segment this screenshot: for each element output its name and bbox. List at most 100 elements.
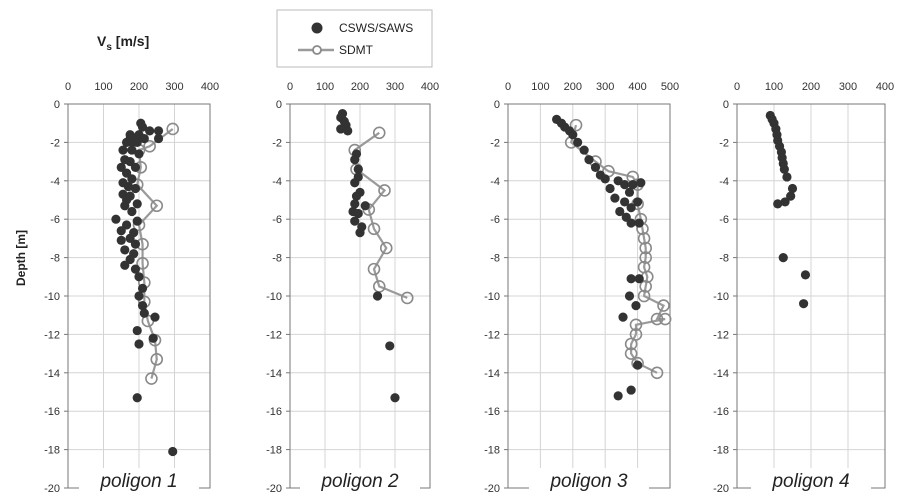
csws-point xyxy=(153,126,164,136)
sdmt-point xyxy=(378,184,391,197)
y-tick-label: -12 xyxy=(44,329,60,341)
sdmt-point xyxy=(639,280,653,293)
csws-point xyxy=(787,183,798,194)
csws-point xyxy=(116,226,126,236)
panel-title: poligon 2 xyxy=(320,471,399,492)
x-tick-label: 400 xyxy=(876,81,894,93)
panel-4: 0 100 200 300 400 0 -2 -4 -6 -8 -10 -12 -14 -16 -18 -20… xyxy=(713,81,894,492)
y-tick-label: -12 xyxy=(484,329,500,341)
y-tick-label: -20 xyxy=(484,483,500,492)
csws-point xyxy=(605,183,615,194)
x-tick-label: 500 xyxy=(661,81,679,93)
panel-title-box xyxy=(79,468,199,492)
csws-point xyxy=(168,446,178,457)
csws-point xyxy=(353,164,363,174)
csws-point xyxy=(615,206,625,217)
sdmt-point xyxy=(150,199,164,213)
sdmt-point xyxy=(624,337,638,351)
sdmt-point xyxy=(624,347,638,360)
x-tick-label: 300 xyxy=(165,81,183,93)
vs-axis-title: Vs [m/s] xyxy=(97,33,149,53)
csws-point xyxy=(626,385,636,395)
csws-point xyxy=(584,155,594,165)
y-tick-label: -6 xyxy=(272,214,282,226)
y-tick-label: -10 xyxy=(713,291,729,303)
csws-point xyxy=(360,201,370,211)
csws-point xyxy=(573,137,583,147)
csws-point xyxy=(132,199,142,209)
x-tick-label: 200 xyxy=(802,81,820,93)
y-tick-label: -16 xyxy=(484,406,500,418)
depth-axis-title: Depth [m] xyxy=(14,230,28,286)
vs-subscript: s xyxy=(106,42,112,53)
x-tick-label: 300 xyxy=(839,81,857,93)
panel-title: poligon 1 xyxy=(99,471,177,492)
y-tick-label: -10 xyxy=(266,291,282,303)
csws-point xyxy=(372,291,383,301)
x-tick-label: 0 xyxy=(287,81,293,93)
sdmt-point xyxy=(367,262,381,276)
panel-1: 0 100 200 300 400 0 -2 -4 -6 -8 -10 -12 -14 -16 -18 -20… xyxy=(44,81,219,492)
sdmt-point xyxy=(639,241,653,255)
y-tick-label: -20 xyxy=(266,483,282,492)
y-tick-label: -20 xyxy=(44,483,60,492)
csws-point xyxy=(786,191,796,201)
csws-point xyxy=(134,272,144,282)
csws-point xyxy=(779,164,789,174)
panel-title: poligon 4 xyxy=(771,471,849,492)
panel-title-box xyxy=(529,468,649,492)
csws-point xyxy=(132,216,142,226)
sdmt-point xyxy=(658,312,672,326)
sdmt-point xyxy=(637,289,651,303)
csws-point xyxy=(134,339,144,349)
legend: CSWS/SAWS SDMT xyxy=(276,9,433,68)
csws-point xyxy=(148,333,158,343)
x-tick-label: 200 xyxy=(351,81,369,93)
y-tick-label: -2 xyxy=(272,137,282,149)
y-tick-label: -4 xyxy=(50,176,60,188)
csws-point xyxy=(613,391,623,401)
csws-point xyxy=(150,312,160,322)
csws-point xyxy=(137,301,148,311)
csws-point xyxy=(633,360,643,370)
csws-point xyxy=(626,218,636,228)
x-tick-label: 0 xyxy=(505,81,511,93)
x-tick-label: 100 xyxy=(94,81,112,93)
panel-2: 0 100 200 300 400 0 -2 -4 -6 -8 -10 -12 -14 -16 -18 -20… xyxy=(266,81,439,492)
sdmt-point xyxy=(150,353,164,366)
x-tick-label: 300 xyxy=(596,81,614,93)
csws-point xyxy=(624,187,635,197)
x-tick-label: 400 xyxy=(421,81,439,93)
y-tick-label: -8 xyxy=(272,253,282,265)
x-tick-label: 100 xyxy=(765,81,783,93)
csws-point xyxy=(634,274,644,284)
csws-point xyxy=(390,393,400,403)
y-tick-label: -16 xyxy=(44,406,60,418)
panel-3: 0 100 200 300 400 500 0 -2 -4 -6 -8 -10 -12 -14 -16 -18… xyxy=(484,81,679,492)
sdmt-point xyxy=(367,222,381,236)
csws-point xyxy=(123,181,133,192)
csws-point xyxy=(350,199,360,209)
csws-point xyxy=(139,133,149,144)
y-tick-label: -8 xyxy=(490,253,500,265)
y-tick-label: 0 xyxy=(54,99,60,111)
sdmt-point xyxy=(166,122,180,136)
y-tick-label: -6 xyxy=(490,214,500,226)
sdmt-point xyxy=(639,251,653,264)
csws-point xyxy=(116,235,126,245)
csws-point xyxy=(579,145,589,155)
y-tick-label: -10 xyxy=(484,291,500,303)
sdmt-point xyxy=(637,232,651,245)
csws-point xyxy=(120,245,130,255)
y-tick-label: -14 xyxy=(266,368,282,380)
csws-point xyxy=(631,301,641,311)
y-tick-label: -18 xyxy=(484,445,500,457)
x-tick-label: 200 xyxy=(564,81,582,93)
csws-point xyxy=(336,124,346,134)
x-tick-label: 0 xyxy=(734,81,740,93)
csws-point xyxy=(780,197,790,207)
y-tick-label: -2 xyxy=(50,137,60,149)
csws-point xyxy=(351,191,362,201)
panel-title-box xyxy=(300,468,420,492)
